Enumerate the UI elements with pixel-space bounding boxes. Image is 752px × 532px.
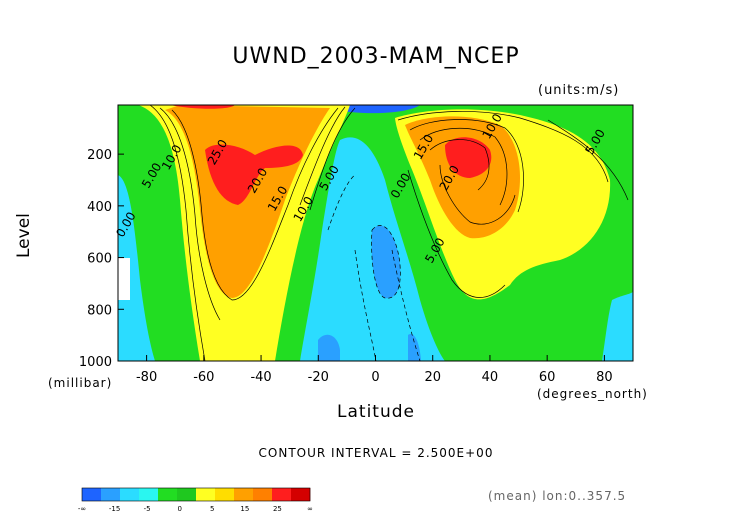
- x-tick-label: 80: [596, 370, 613, 385]
- colorbar-swatch: [120, 488, 140, 501]
- x-tick-label: 40: [482, 370, 499, 385]
- x-tick-label: 0: [371, 370, 379, 385]
- colorbar-swatch: [196, 488, 216, 501]
- colorbar-frame: [81, 487, 311, 502]
- colorbar-label: 5: [210, 505, 214, 513]
- colorbar-label: 15: [240, 505, 249, 513]
- x-tick-label: -40: [250, 370, 271, 385]
- colorbar-swatch: [139, 488, 159, 501]
- mean-note: (mean) lon:0..357.5: [488, 489, 627, 503]
- x-tick-label: -20: [308, 370, 329, 385]
- colorbar-swatch: [291, 488, 311, 501]
- x-axis-label: Latitude: [337, 402, 415, 422]
- x-axis-units: (degrees_north): [537, 387, 648, 401]
- y-tick-label: 400: [87, 200, 112, 215]
- chart-title: UWND_2003-MAM_NCEP: [232, 44, 520, 69]
- y-axis-units: (millibar): [48, 376, 113, 390]
- y-tick-label: 800: [87, 303, 112, 318]
- colorbar-swatch: [272, 488, 292, 501]
- colorbar-label: 0: [177, 505, 181, 513]
- y-tick-label: 1000: [79, 355, 112, 370]
- contour-interval-label: CONTOUR INTERVAL = 2.500E+00: [258, 446, 494, 460]
- colorbar-label: 25: [273, 505, 282, 513]
- colorbar-label: -∞: [78, 505, 86, 513]
- colorbar-label: ∞: [307, 505, 313, 513]
- colorbar-swatch: [253, 488, 273, 501]
- colorbar-swatch: [101, 488, 121, 501]
- colorbar-label: -15: [109, 505, 120, 513]
- colorbar-swatch: [177, 488, 197, 501]
- x-axis-ticks: -80 -60 -40 -20 0 20 40 60 80: [136, 355, 613, 385]
- x-tick-label: 20: [424, 370, 441, 385]
- contour-fill-layer: [118, 105, 633, 361]
- colorbar-label: -5: [144, 505, 151, 513]
- colorbar-swatch: [158, 488, 178, 501]
- colorbar: -∞ -15 -5 0 5 15 25 ∞: [78, 487, 313, 513]
- y-axis-ticks: 200 400 600 800 1000: [79, 148, 124, 370]
- colorbar-swatch: [234, 488, 254, 501]
- x-tick-label: -80: [136, 370, 157, 385]
- x-tick-label: 60: [539, 370, 556, 385]
- y-tick-label: 600: [87, 252, 112, 267]
- colorbar-swatch: [215, 488, 235, 501]
- y-tick-label: 200: [87, 148, 112, 163]
- units-label: (units:m/s): [538, 83, 620, 98]
- x-tick-label: -60: [193, 370, 214, 385]
- colorbar-swatch: [82, 488, 102, 501]
